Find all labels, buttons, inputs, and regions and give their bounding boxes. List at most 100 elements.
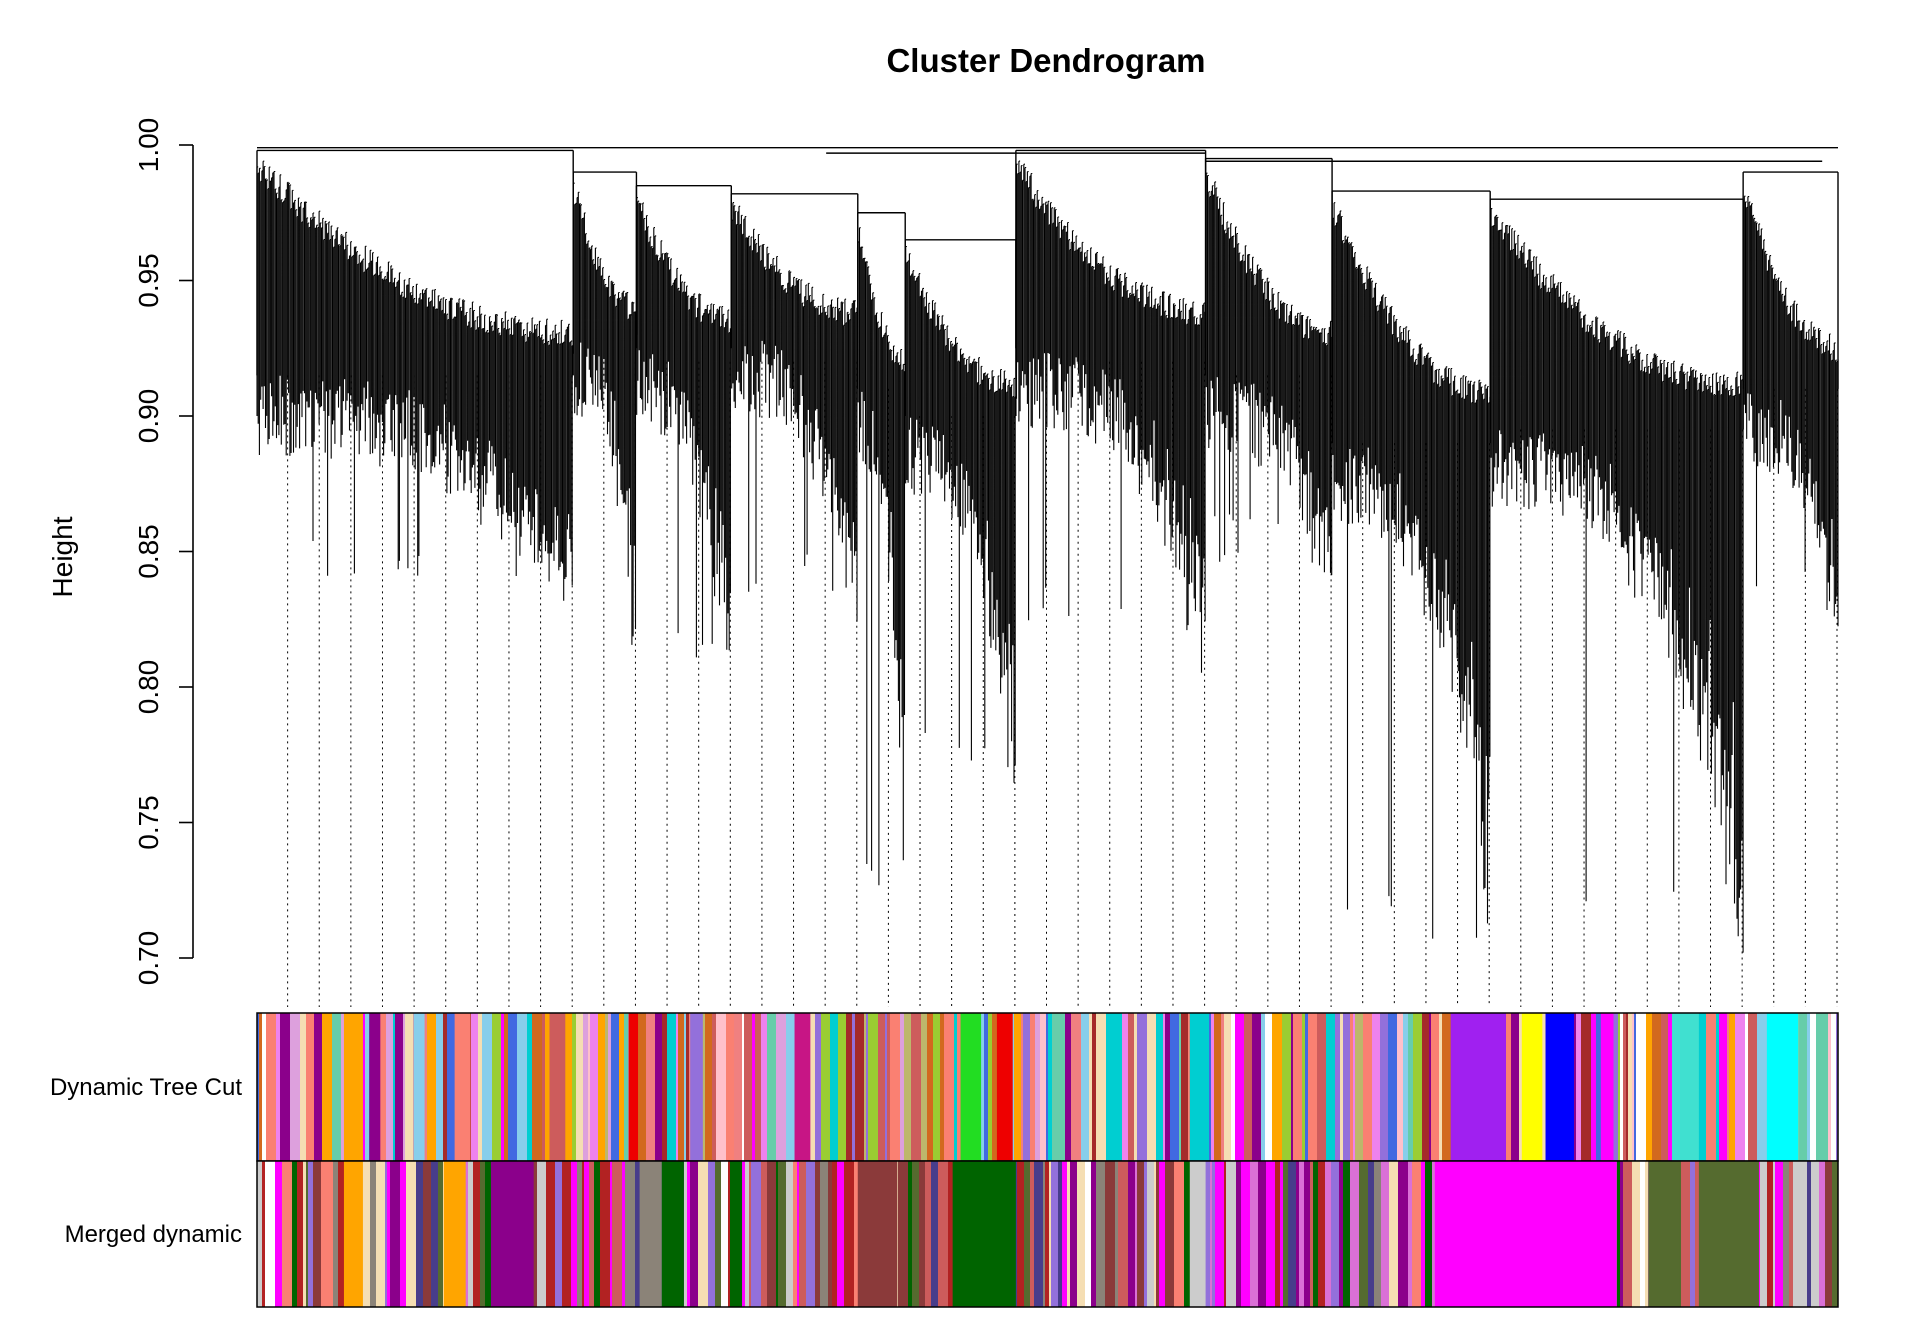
band-0-stripe-50	[576, 1013, 583, 1161]
band-0-stripe-246	[1757, 1013, 1767, 1161]
band-0-stripe-33	[471, 1013, 478, 1161]
band-0-stripe-28	[443, 1013, 447, 1161]
band-0-stripe-156	[1214, 1013, 1221, 1161]
band-1-stripe-114	[938, 1161, 948, 1307]
band-0-stripe-95	[855, 1013, 864, 1161]
band-1-stripe-154	[1156, 1161, 1159, 1307]
band-0-stripe-244	[1745, 1013, 1748, 1161]
band-1-stripe-173	[1280, 1161, 1283, 1307]
band-0-stripe-238	[1706, 1013, 1716, 1161]
band-0-stripe-129	[1052, 1013, 1060, 1161]
band-0-stripe-216	[1576, 1013, 1581, 1161]
band-1-stripe-82	[745, 1161, 749, 1307]
band-0-stripe-180	[1355, 1013, 1363, 1161]
band-0-stripe-37	[501, 1013, 504, 1161]
band-0-stripe-219	[1596, 1013, 1603, 1161]
band-1-block-4	[661, 1161, 684, 1307]
band-0-stripe-10	[322, 1013, 332, 1161]
band-0-stripe-138	[1106, 1013, 1115, 1161]
band-0-stripe-218	[1591, 1013, 1596, 1161]
band-1-stripe-112	[925, 1161, 931, 1307]
band-0-stripe-174	[1326, 1013, 1335, 1161]
band-0-stripe-186	[1403, 1013, 1408, 1161]
band-0-stripe-42	[532, 1013, 542, 1161]
band-0-stripe-130	[1060, 1013, 1065, 1161]
band-1-stripe-78	[728, 1161, 730, 1307]
band-0-stripe-169	[1302, 1013, 1305, 1161]
band-1-stripe-259	[1832, 1161, 1838, 1307]
band-0-stripe-78	[742, 1013, 744, 1161]
band-0-stripe-116	[984, 1013, 988, 1161]
band-1-stripe-52	[571, 1161, 577, 1307]
band-1-stripe-99	[837, 1161, 844, 1307]
band-1-stripe-247	[1760, 1161, 1767, 1307]
band-0-block-1	[369, 1013, 381, 1161]
band-0-stripe-41	[527, 1013, 532, 1161]
band-0-stripe-93	[846, 1013, 852, 1161]
band-0-stripe-232	[1661, 1013, 1668, 1161]
band-0-stripe-83	[767, 1013, 776, 1161]
band-1-stripe-257	[1819, 1161, 1825, 1307]
band-0-stripe-110	[944, 1013, 954, 1161]
band-1-stripe-153	[1154, 1161, 1156, 1307]
band-1-stripe-11	[321, 1161, 329, 1307]
band-0-stripe-193	[1442, 1013, 1451, 1161]
band-0-stripe-99	[878, 1013, 885, 1161]
band-1-stripe-73	[690, 1161, 698, 1307]
color-band-0	[256, 1012, 1839, 1162]
band-0-stripe-146	[1163, 1013, 1165, 1161]
band-1-stripe-74	[698, 1161, 708, 1307]
band-0-stripe-243	[1735, 1013, 1745, 1161]
band-1-stripe-1	[262, 1161, 265, 1307]
band-0-stripe-79	[744, 1013, 752, 1161]
band-0-stripe-178	[1350, 1013, 1353, 1161]
band-1-stripe-3	[275, 1161, 282, 1307]
band-1-stripe-90	[793, 1161, 797, 1307]
band-1-stripe-79	[730, 1161, 737, 1307]
band-1-stripe-146	[1118, 1161, 1122, 1307]
band-1-stripe-195	[1421, 1161, 1425, 1307]
band-1-block-5	[857, 1161, 898, 1307]
y-axis: 0.70 0.75 0.80 0.85 0.90 0.95 1.00	[133, 118, 194, 985]
band-0-stripe-159	[1231, 1013, 1235, 1161]
band-1-stripe-165	[1224, 1161, 1226, 1307]
band-0-stripe-126	[1040, 1013, 1046, 1161]
band-0-stripe-141	[1128, 1013, 1134, 1161]
band-1-stripe-92	[799, 1161, 804, 1307]
band-0-stripe-59	[624, 1013, 628, 1161]
band-0-stripe-69	[686, 1013, 689, 1161]
band-0-stripe-164	[1265, 1013, 1272, 1161]
band-0-stripe-240	[1719, 1013, 1727, 1161]
band-1-stripe-83	[749, 1161, 751, 1307]
band-1-stripe-48	[537, 1161, 546, 1307]
band-1-stripe-166	[1226, 1161, 1236, 1307]
band-0-stripe-168	[1293, 1013, 1302, 1161]
band-1-stripe-136	[1058, 1161, 1062, 1307]
band-0-stripe-62	[646, 1013, 655, 1161]
band-0-stripe-23	[405, 1013, 413, 1161]
band-0-stripe-97	[866, 1013, 868, 1161]
band-0-stripe-108	[933, 1013, 940, 1161]
band-1-stripe-34	[473, 1161, 475, 1307]
band-0-stripe-106	[921, 1013, 927, 1161]
band-1-stripe-6	[297, 1161, 303, 1307]
band-0-block-9	[996, 1013, 1013, 1161]
band-1-block-6	[952, 1161, 1016, 1307]
band-0-stripe-81	[755, 1013, 761, 1161]
band-0-stripe-228	[1634, 1013, 1636, 1161]
band-0-stripe-139	[1115, 1013, 1122, 1161]
band-1-stripe-110	[912, 1161, 919, 1307]
band-1-stripe-62	[625, 1161, 635, 1307]
band-1-stripe-225	[1620, 1161, 1623, 1307]
band-1-stripe-180	[1313, 1161, 1318, 1307]
band-0-stripe-150	[1181, 1013, 1188, 1161]
band-0-stripe-154	[1209, 1013, 1211, 1161]
band-1-stripe-183	[1331, 1161, 1339, 1307]
band-0-block-12	[1521, 1013, 1543, 1161]
band-1-stripe-135	[1051, 1161, 1058, 1307]
band-1-stripe-188	[1368, 1161, 1374, 1307]
band-0-stripe-190	[1429, 1013, 1431, 1161]
band-1-stripe-181	[1318, 1161, 1325, 1307]
band-0-block-2	[413, 1013, 425, 1161]
band-1-stripe-33	[468, 1161, 473, 1307]
